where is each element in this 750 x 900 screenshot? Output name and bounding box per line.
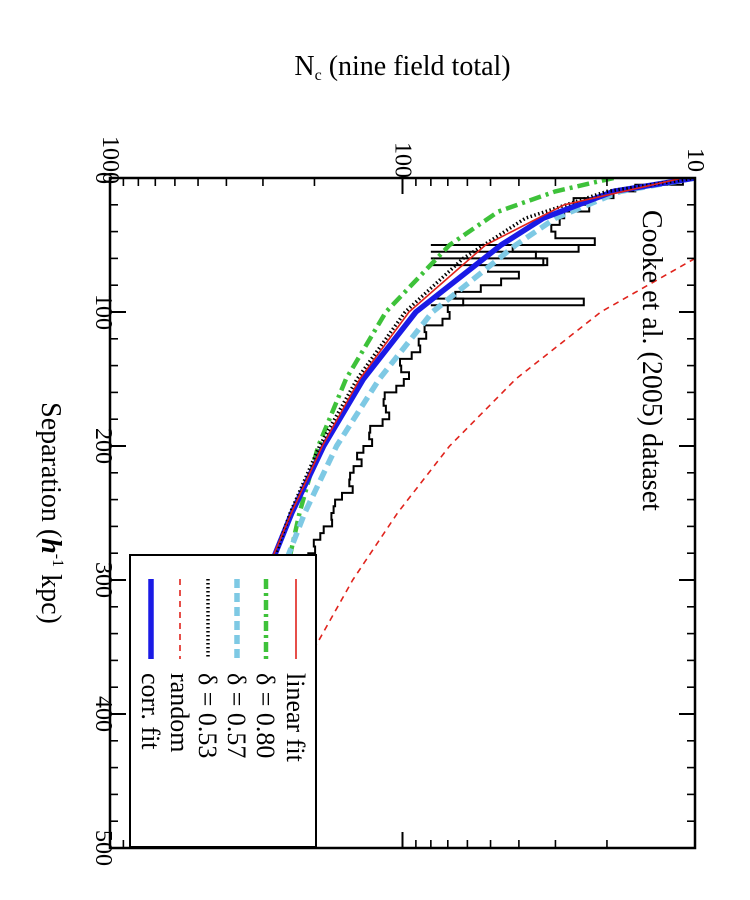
x-tick-label: 400 <box>90 696 116 732</box>
histogram-spike <box>430 297 585 307</box>
legend-label: δ = 0.53 <box>193 673 222 758</box>
dataset-annotation: Cooke et al. (2005) dataset <box>636 210 667 511</box>
y-tick-label: 10 <box>682 148 708 172</box>
legend-label: random <box>165 673 194 752</box>
x-axis-title: Separation (h-1 kpc) <box>35 402 66 624</box>
x-tick-label: 500 <box>90 830 116 866</box>
legend-label: linear fit <box>281 673 310 763</box>
x-tick-label: 300 <box>90 562 116 598</box>
legend-label: δ = 0.57 <box>222 673 251 758</box>
x-tick-label: 200 <box>90 428 116 464</box>
y-tick-label: 1000 <box>97 136 123 184</box>
legend-box <box>129 554 317 848</box>
legend-label: corr. fit <box>136 673 165 750</box>
y-tick-label: 100 <box>390 142 416 178</box>
x-tick-label: 100 <box>90 294 116 330</box>
legend-label: δ = 0.80 <box>251 673 280 758</box>
y-axis-title: Nc (nine field total) <box>294 51 510 84</box>
